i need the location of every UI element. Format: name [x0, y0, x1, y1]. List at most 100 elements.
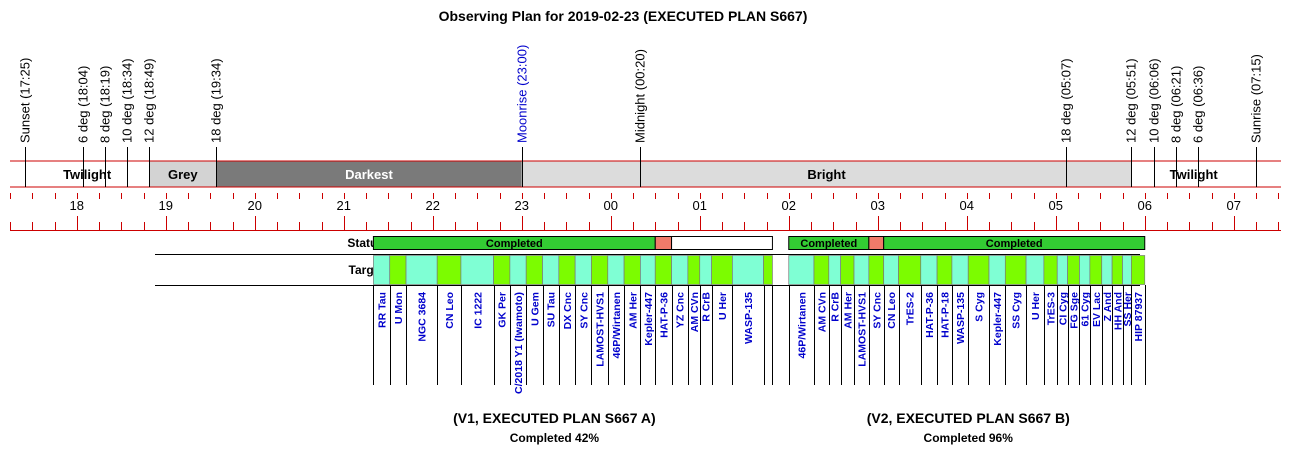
hour-label: 01	[693, 198, 707, 213]
target-label: IC 1222	[472, 292, 484, 329]
event-label: 10 deg (06:06)	[1147, 58, 1162, 143]
sky-band-label: Twilight	[63, 167, 112, 182]
target-block	[591, 255, 609, 285]
target-label: U Her	[1030, 292, 1042, 320]
event-label: Sunrise (07:15)	[1249, 54, 1264, 143]
status-row: Completed Completed Completed	[372, 236, 1146, 250]
target-label: YZ Cnc	[675, 292, 687, 328]
target-label: SY Cnc	[578, 292, 590, 329]
target-label: U Gem	[529, 292, 541, 326]
target-label: U Mon	[393, 292, 405, 324]
target-label: NGC 3684	[417, 292, 429, 342]
target-block	[493, 255, 511, 285]
status-label: Completed	[486, 238, 543, 250]
event-markers: Sunset (17:25) 6 deg (18:04) 8 deg (18:19)…	[18, 45, 1264, 187]
sky-bands: Twilight Grey Darkest Bright Twilight	[10, 160, 1281, 188]
target-label: SS Cyg	[1011, 292, 1023, 329]
target-label: C/2018 Y1 (Iwamoto)	[513, 292, 525, 394]
target-block	[788, 255, 815, 285]
status-segment	[654, 236, 673, 250]
target-block	[607, 255, 625, 285]
target-label: 46P/Wirtanen	[796, 292, 808, 358]
target-block	[763, 255, 773, 285]
target-label: FG Sge	[1069, 292, 1081, 329]
event-label: 10 deg (18:34)	[120, 58, 135, 143]
sky-band-label: Darkest	[345, 167, 393, 182]
hour-label: 19	[159, 198, 173, 213]
target-label: CN Leo	[886, 292, 898, 329]
target-label: Z And	[1102, 292, 1114, 321]
event-label: Sunset (17:25)	[18, 58, 33, 143]
event-label: 18 deg (19:34)	[209, 58, 224, 143]
target-block	[1089, 255, 1103, 285]
target-block	[1004, 255, 1027, 285]
target-block	[1056, 255, 1068, 285]
plan-a-title: (V1, EXECUTED PLAN S667 A)	[453, 410, 656, 426]
target-block	[868, 255, 885, 285]
target-block	[840, 255, 855, 285]
status-segment	[671, 236, 773, 250]
target-block	[436, 255, 462, 285]
target-label: HAT-P-36	[924, 292, 936, 338]
hour-label: 06	[1138, 198, 1152, 213]
plan-captions: (V1, EXECUTED PLAN S667 A) Completed 42%…	[453, 410, 1070, 445]
hour-label: 20	[248, 198, 262, 213]
target-block	[1101, 255, 1113, 285]
target-block	[671, 255, 689, 285]
target-label: U Her	[717, 292, 729, 320]
event-label: 8 deg (18:19)	[98, 66, 113, 143]
target-block	[732, 255, 764, 285]
target-block	[1025, 255, 1045, 285]
sky-band-label: Twilight	[1170, 167, 1219, 182]
hour-label: 23	[515, 198, 529, 213]
target-block	[1122, 255, 1132, 285]
target-label: EV Lac	[1091, 292, 1103, 327]
target-label: 61 Cyg	[1080, 292, 1092, 326]
sky-band	[149, 161, 217, 187]
sky-band	[1131, 161, 1256, 187]
target-block	[373, 255, 391, 285]
target-block	[883, 255, 899, 285]
status-label: Completed	[800, 238, 857, 250]
status-label: Completed	[986, 238, 1043, 250]
target-block	[828, 255, 842, 285]
target-label: HAT-P-36	[658, 292, 670, 338]
event-label: 12 deg (05:51)	[1124, 58, 1139, 143]
target-block	[509, 255, 527, 285]
target-label: CN Leo	[444, 292, 456, 329]
target-block	[525, 255, 543, 285]
sky-band-label: Grey	[168, 167, 198, 182]
plan-a-completion: Completed 42%	[510, 431, 600, 445]
target-block	[654, 255, 672, 285]
event-label: 6 deg (06:36)	[1191, 66, 1206, 143]
sky-band	[216, 161, 522, 187]
target-block	[853, 255, 870, 285]
status-segment	[868, 236, 885, 250]
target-label: GK Per	[497, 292, 509, 328]
event-label: Moonrise (23:00)	[515, 45, 530, 143]
target-block	[1111, 255, 1123, 285]
target-block	[640, 255, 656, 285]
target-block	[558, 255, 576, 285]
target-block	[898, 255, 922, 285]
hour-label: 22	[426, 198, 440, 213]
target-block	[967, 255, 990, 285]
hour-label: 18	[70, 198, 84, 213]
target-block	[574, 255, 592, 285]
target-label: WASP-135	[743, 292, 755, 344]
target-block	[813, 255, 830, 285]
target-label: WASP-135	[955, 292, 967, 344]
hour-label: 03	[871, 198, 885, 213]
target-label: AM CVn	[689, 292, 701, 332]
target-label: LAMOST-HVS1	[595, 292, 607, 367]
target-label: AM Her	[627, 292, 639, 329]
target-label: TrES-3	[1046, 292, 1058, 325]
plan-b-title: (V2, EXECUTED PLAN S667 B)	[867, 410, 1070, 426]
target-label: SU Tau	[546, 292, 558, 327]
sky-band	[521, 161, 1132, 187]
event-label: 18 deg (05:07)	[1059, 58, 1074, 143]
status-segment	[883, 236, 1146, 250]
event-label: 12 deg (18:49)	[142, 58, 157, 143]
targets-row: RR Tau U Mon NGC 3684 CN Leo IC 1222 GK Per C/…	[155, 254, 1146, 394]
target-block	[988, 255, 1006, 285]
